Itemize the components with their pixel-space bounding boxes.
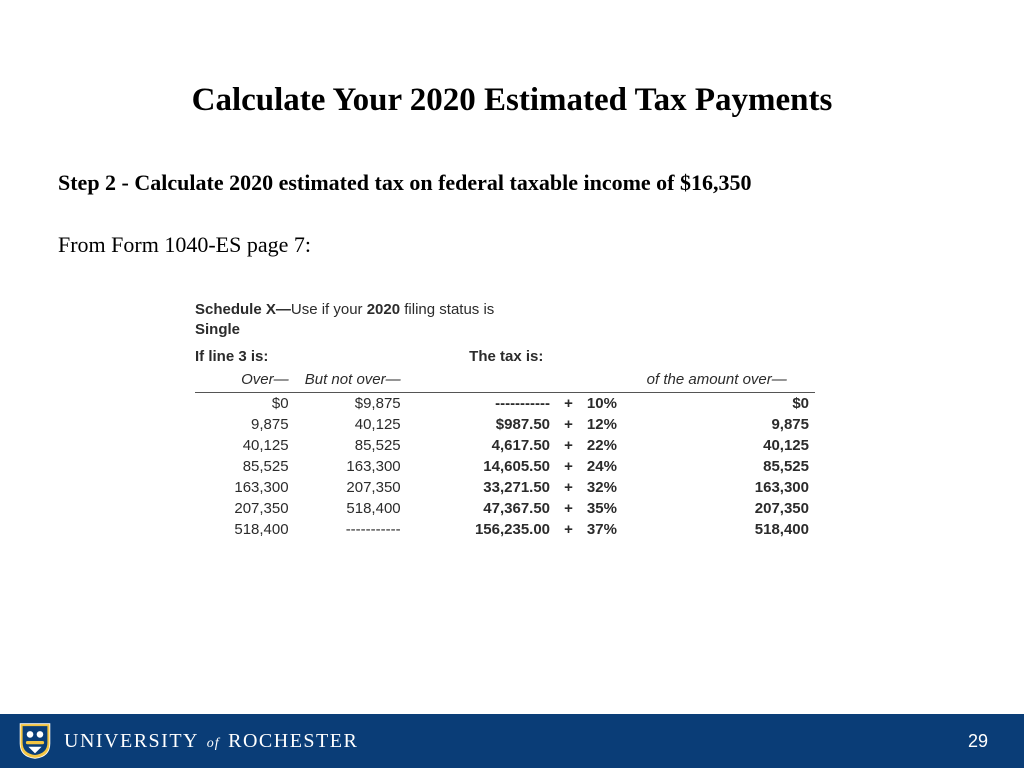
tax-bracket-table: Over— But not over— of the amount over— … xyxy=(195,369,815,540)
table-row: 9,87540,125$987.50+12%9,875 xyxy=(195,414,815,435)
cell-base-tax: 33,271.50 xyxy=(407,477,556,498)
col-header-amount-over: of the amount over— xyxy=(641,369,815,393)
schedule-year: 2020 xyxy=(367,301,400,318)
cell-not-over: ----------- xyxy=(295,519,407,540)
cell-rate: 35% xyxy=(581,498,641,519)
university-crest-icon xyxy=(18,722,52,760)
cell-plus: + xyxy=(556,477,581,498)
schedule-subheader: If line 3 is: The tax is: xyxy=(195,347,815,367)
slide: Calculate Your 2020 Estimated Tax Paymen… xyxy=(0,0,1024,768)
university-brand: UNIVERSITY of ROCHESTER xyxy=(18,722,358,760)
cell-amount-over: 85,525 xyxy=(641,456,815,477)
page-number: 29 xyxy=(968,731,988,752)
cell-plus: + xyxy=(556,393,581,415)
cell-amount-over: 518,400 xyxy=(641,519,815,540)
tax-table-body: $0$9,875-----------+10%$09,87540,125$987… xyxy=(195,393,815,541)
university-name-pre: UNIVERSITY xyxy=(64,730,198,752)
footer-bar: UNIVERSITY of ROCHESTER 29 xyxy=(0,714,1024,768)
slide-title: Calculate Your 2020 Estimated Tax Paymen… xyxy=(0,82,1024,119)
tax-is-label: The tax is: xyxy=(469,347,543,367)
cell-not-over: $9,875 xyxy=(295,393,407,415)
cell-base-tax: 4,617.50 xyxy=(407,435,556,456)
cell-over: 40,125 xyxy=(195,435,295,456)
cell-amount-over: 207,350 xyxy=(641,498,815,519)
cell-over: 163,300 xyxy=(195,477,295,498)
university-name: UNIVERSITY of ROCHESTER xyxy=(64,730,358,753)
cell-base-tax: 156,235.00 xyxy=(407,519,556,540)
schedule-label-pre: Schedule X— xyxy=(195,301,291,318)
cell-over: 207,350 xyxy=(195,498,295,519)
cell-over: 9,875 xyxy=(195,414,295,435)
cell-amount-over: 9,875 xyxy=(641,414,815,435)
cell-over: 518,400 xyxy=(195,519,295,540)
slide-subtitle: Step 2 - Calculate 2020 estimated tax on… xyxy=(58,170,752,196)
cell-base-tax: ----------- xyxy=(407,393,556,415)
university-name-post: ROCHESTER xyxy=(228,730,358,752)
cell-plus: + xyxy=(556,414,581,435)
schedule-title: Schedule X—Use if your 2020 filing statu… xyxy=(195,300,815,339)
cell-not-over: 163,300 xyxy=(295,456,407,477)
col-header-not-over: But not over— xyxy=(295,369,407,393)
cell-rate: 12% xyxy=(581,414,641,435)
source-line: From Form 1040-ES page 7: xyxy=(58,232,311,258)
cell-not-over: 518,400 xyxy=(295,498,407,519)
cell-not-over: 207,350 xyxy=(295,477,407,498)
tax-table-region: Schedule X—Use if your 2020 filing statu… xyxy=(195,300,815,540)
cell-rate: 24% xyxy=(581,456,641,477)
table-row: 207,350518,40047,367.50+35%207,350 xyxy=(195,498,815,519)
cell-over: 85,525 xyxy=(195,456,295,477)
cell-base-tax: 14,605.50 xyxy=(407,456,556,477)
cell-not-over: 40,125 xyxy=(295,414,407,435)
cell-rate: 37% xyxy=(581,519,641,540)
cell-over: $0 xyxy=(195,393,295,415)
table-row: $0$9,875-----------+10%$0 xyxy=(195,393,815,415)
university-name-of: of xyxy=(207,736,220,751)
cell-base-tax: 47,367.50 xyxy=(407,498,556,519)
table-row: 85,525163,30014,605.50+24%85,525 xyxy=(195,456,815,477)
cell-plus: + xyxy=(556,519,581,540)
cell-rate: 22% xyxy=(581,435,641,456)
table-row: 40,12585,5254,617.50+22%40,125 xyxy=(195,435,815,456)
cell-base-tax: $987.50 xyxy=(407,414,556,435)
table-row: 518,400-----------156,235.00+37%518,400 xyxy=(195,519,815,540)
schedule-label-mid: Use if your xyxy=(291,301,367,318)
cell-rate: 10% xyxy=(581,393,641,415)
cell-not-over: 85,525 xyxy=(295,435,407,456)
cell-rate: 32% xyxy=(581,477,641,498)
table-row: 163,300207,35033,271.50+32%163,300 xyxy=(195,477,815,498)
cell-amount-over: 40,125 xyxy=(641,435,815,456)
cell-plus: + xyxy=(556,498,581,519)
schedule-label-post: filing status is xyxy=(400,301,494,318)
col-header-over: Over— xyxy=(195,369,295,393)
cell-plus: + xyxy=(556,456,581,477)
if-line-label: If line 3 is: xyxy=(195,347,275,367)
cell-plus: + xyxy=(556,435,581,456)
cell-amount-over: $0 xyxy=(641,393,815,415)
cell-amount-over: 163,300 xyxy=(641,477,815,498)
schedule-status: Single xyxy=(195,321,240,338)
